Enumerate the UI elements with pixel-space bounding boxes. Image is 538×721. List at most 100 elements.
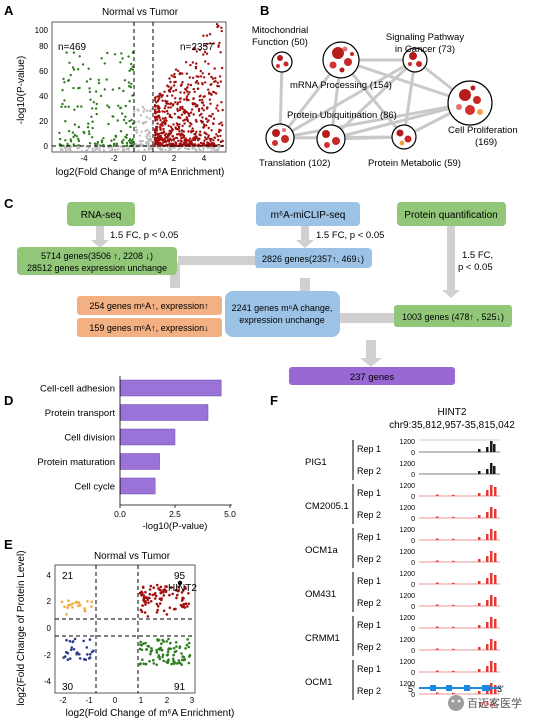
bar-category-label: Protein transport: [45, 408, 116, 419]
volcano-point: [112, 144, 116, 147]
volcano-point: [207, 126, 210, 130]
coverage-peak: [494, 641, 497, 650]
node-translation: [265, 123, 295, 153]
volcano-point: [187, 112, 190, 115]
volcano-point: [153, 138, 157, 141]
volcano-point: [158, 136, 162, 139]
volcano-point: [122, 118, 126, 122]
volcano-point: [144, 129, 147, 133]
volcano-point: [180, 132, 183, 135]
scatter-point: [88, 638, 92, 641]
volcano-point: [199, 119, 203, 123]
scatter-point: [165, 613, 169, 616]
volcano-point: [143, 107, 146, 111]
scatter-point: [144, 641, 147, 645]
scatter-point: [187, 661, 191, 665]
volcano-point: [87, 130, 91, 133]
final-box: [289, 367, 455, 385]
volcano-point: [97, 78, 101, 82]
volcano-point: [173, 112, 176, 116]
volcano-point: [89, 98, 92, 101]
volcano-point: [207, 62, 210, 65]
scatter-point: [84, 658, 87, 661]
scatter-point: [68, 639, 72, 643]
scatter-point: [144, 662, 148, 666]
volcano-point: [128, 85, 131, 88]
scatter-point: [186, 605, 189, 608]
volcano-point: [210, 92, 213, 96]
volcano-point: [197, 143, 200, 146]
coverage-peak: [452, 582, 455, 584]
volcano-point: [164, 99, 167, 103]
volcano-point: [111, 88, 115, 91]
volcano-point: [159, 128, 162, 131]
rnaseq-label: RNA-seq: [81, 210, 122, 221]
volcano-point: [177, 127, 181, 130]
e-count-topright: 95: [174, 571, 186, 582]
volcano-point: [192, 87, 195, 91]
volcano-point: [130, 62, 133, 66]
volcano-point: [213, 67, 216, 70]
volcano-point: [117, 104, 120, 108]
e-xtick: -2: [59, 696, 67, 705]
volcano-point: [95, 102, 98, 106]
volcano-point: [171, 134, 174, 138]
volcano-point: [183, 122, 186, 125]
scatter-point: [142, 662, 145, 665]
volcano-point: [199, 75, 203, 78]
volcano-point: [174, 68, 178, 71]
node-signaling: [402, 47, 428, 73]
volcano-point: [197, 75, 200, 78]
track-tick: 1200: [399, 571, 415, 578]
scatter-point: [150, 647, 153, 650]
volcano-point: [187, 93, 190, 96]
volcano-point: [192, 137, 195, 140]
volcano-point: [119, 61, 122, 64]
volcano-point: [120, 112, 124, 115]
panel-e-label: E: [4, 537, 13, 552]
node-label-ubiquitination: Protein Ubiquitination (86): [287, 110, 397, 121]
volcano-point: [218, 122, 221, 126]
volcano-point: [123, 79, 127, 82]
volcano-point: [210, 149, 213, 152]
scatter-point: [162, 659, 165, 663]
volcano-point: [94, 107, 98, 110]
a-xtick: 0: [142, 154, 147, 163]
coverage-peak: [490, 551, 493, 562]
volcano-point: [173, 72, 176, 76]
volcano-point: [218, 41, 221, 45]
coverage-peak: [494, 509, 497, 518]
scatter-point: [156, 639, 160, 642]
scatter-point: [184, 602, 188, 605]
volcano-point: [63, 146, 66, 149]
scatter-point: [140, 643, 143, 647]
scatter-point: [157, 647, 161, 651]
volcano-point: [125, 133, 129, 137]
scatter-point: [184, 587, 187, 590]
left-count: n=469: [58, 42, 87, 53]
scatter-point: [146, 615, 150, 618]
volcano-point: [62, 77, 65, 81]
scatter-point: [174, 641, 178, 644]
volcano-point: [63, 99, 66, 102]
volcano-point: [130, 118, 133, 122]
volcano-point: [198, 48, 202, 52]
volcano-point: [202, 53, 205, 56]
node-label-proliferation: (169): [475, 137, 497, 148]
coverage-peak: [494, 553, 497, 562]
volcano-point: [167, 124, 170, 128]
volcano-point: [130, 82, 133, 86]
volcano-point: [154, 108, 157, 112]
volcano-point: [217, 109, 220, 112]
volcano-point: [158, 116, 161, 120]
scatter-point: [175, 645, 178, 648]
scatter-point: [153, 597, 157, 600]
bar: [119, 428, 176, 446]
scatter-point: [164, 585, 167, 588]
volcano-point: [153, 130, 157, 133]
scatter-point: [63, 605, 66, 609]
volcano-point: [185, 72, 189, 75]
panel-e: E Normal vs Tumor 21 95 30 91 HINT2 4 2 …: [4, 537, 234, 719]
volcano-point: [168, 129, 171, 133]
volcano-point: [181, 72, 184, 75]
